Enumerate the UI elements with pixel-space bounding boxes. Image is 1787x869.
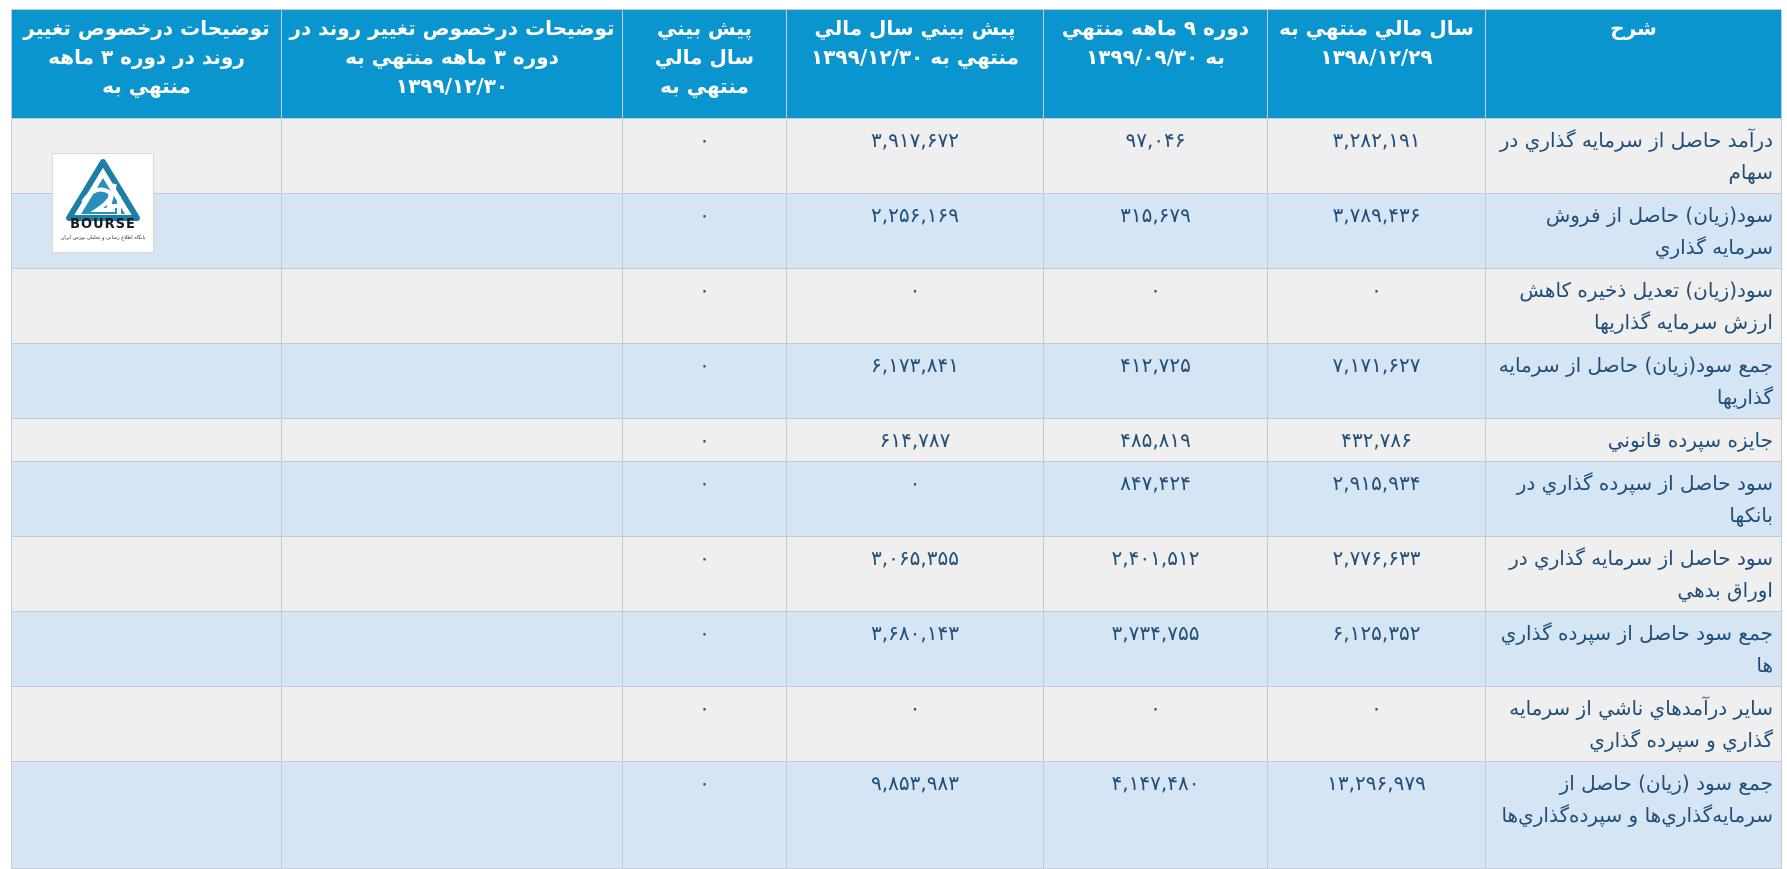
row-description: جمع سود حاصل از سپرده گذاري ها: [1485, 611, 1782, 687]
table-row: درآمد حاصل از سرمايه گذاري در سهام ۳,۲۸۲,…: [11, 118, 1782, 194]
nine-month-value: ۴۱۲,۷۲۵: [1043, 343, 1268, 419]
note-1-cell: [281, 418, 623, 462]
fy1398-value: ۷,۱۷۱,۶۲۷: [1267, 343, 1486, 419]
note-2-cell: [11, 686, 282, 762]
row-description: درآمد حاصل از سرمايه گذاري در سهام: [1485, 118, 1782, 194]
report-table-container: شرح سال مالي منتهي به ۱۳۹۸/۱۲/۲۹ دوره ۹ …: [11, 9, 1782, 869]
header-row: شرح سال مالي منتهي به ۱۳۹۸/۱۲/۲۹ دوره ۹ …: [11, 9, 1782, 119]
nine-month-value: ۲,۴۰۱,۵۱۲: [1043, 536, 1268, 612]
nine-month-value: ۹۷,۰۴۶: [1043, 118, 1268, 194]
forecast-next-value: ۰: [622, 611, 787, 687]
nine-month-value: ۴۸۵,۸۱۹: [1043, 418, 1268, 462]
row-description: سود حاصل از سرمايه گذاري در اوراق بدهي: [1485, 536, 1782, 612]
note-1-cell: [281, 461, 623, 537]
note-1-cell: [281, 343, 623, 419]
column-header-description: شرح: [1485, 9, 1782, 119]
note-1-cell: [281, 761, 623, 869]
column-header-forecast-1399: پيش بيني سال مالي منتهي به ۱۳۹۹/۱۲/۳۰: [786, 9, 1044, 119]
forecast-1399-value: ۹,۸۵۳,۹۸۳: [786, 761, 1044, 869]
forecast-1399-value: ۰: [786, 461, 1044, 537]
table-row: سود حاصل از سپرده گذاري در بانكها ۲,۹۱۵,۹…: [11, 461, 1782, 537]
note-1-cell: [281, 686, 623, 762]
bourse24-logo: BOURSE پایگاه اطلاع رسانی و تحلیلی بورس …: [52, 153, 154, 253]
forecast-1399-value: ۳,۰۶۵,۳۵۵: [786, 536, 1044, 612]
table-row: جمع سود(زيان) حاصل از سرمايه گذاريها ۷,۱۷…: [11, 343, 1782, 419]
note-2-cell: [11, 418, 282, 462]
forecast-next-value: ۰: [622, 418, 787, 462]
note-1-cell: [281, 268, 623, 344]
forecast-1399-value: ۲,۲۵۶,۱۶۹: [786, 193, 1044, 269]
column-header-note-1: توضيحات درخصوص تغيير روند در دوره ۳ ماهه…: [281, 9, 623, 119]
nine-month-value: ۴,۱۴۷,۴۸۰: [1043, 761, 1268, 869]
fy1398-value: ۰: [1267, 268, 1486, 344]
table-row: ساير درآمدهاي ناشي از سرمايه گذاري و سپر…: [11, 686, 1782, 762]
forecast-next-value: ۰: [622, 686, 787, 762]
column-header-note-2: توضيحات درخصوص تغيير روند در دوره ۳ ماهه…: [11, 9, 282, 119]
note-1-cell: [281, 611, 623, 687]
column-header-forecast-next: پيش بيني سال مالي منتهي به: [622, 9, 787, 119]
nine-month-value: ۳,۷۳۴,۷۵۵: [1043, 611, 1268, 687]
forecast-next-value: ۰: [622, 118, 787, 194]
forecast-next-value: ۰: [622, 343, 787, 419]
forecast-1399-value: ۶۱۴,۷۸۷: [786, 418, 1044, 462]
row-description: ساير درآمدهاي ناشي از سرمايه گذاري و سپر…: [1485, 686, 1782, 762]
logo-brand-text: BOURSE: [70, 217, 136, 232]
row-description: جمع سود(زيان) حاصل از سرمايه گذاريها: [1485, 343, 1782, 419]
fy1398-value: ۲,۹۱۵,۹۳۴: [1267, 461, 1486, 537]
row-description: جايزه سپرده قانوني: [1485, 418, 1782, 462]
forecast-1399-value: ۳,۹۱۷,۶۷۲: [786, 118, 1044, 194]
forecast-1399-value: ۰: [786, 686, 1044, 762]
forecast-1399-value: ۳,۶۸۰,۱۴۳: [786, 611, 1044, 687]
bourse24-logo-icon: [66, 159, 140, 221]
forecast-next-value: ۰: [622, 193, 787, 269]
table-body: درآمد حاصل از سرمايه گذاري در سهام ۳,۲۸۲,…: [11, 118, 1782, 869]
row-description: سود(زيان) حاصل از فروش سرمايه گذاري: [1485, 193, 1782, 269]
note-2-cell: [11, 536, 282, 612]
fy1398-value: ۰: [1267, 686, 1486, 762]
table-row: جمع سود حاصل از سپرده گذاري ها ۶,۱۲۵,۳۵۲ ۳…: [11, 611, 1782, 687]
nine-month-value: ۳۱۵,۶۷۹: [1043, 193, 1268, 269]
note-2-cell: [11, 761, 282, 869]
nine-month-value: ۸۴۷,۴۲۴: [1043, 461, 1268, 537]
fy1398-value: ۳,۷۸۹,۴۳۶: [1267, 193, 1486, 269]
investment-income-table: شرح سال مالي منتهي به ۱۳۹۸/۱۲/۲۹ دوره ۹ …: [11, 9, 1782, 869]
forecast-next-value: ۰: [622, 461, 787, 537]
note-2-cell: [11, 461, 282, 537]
row-description: جمع سود (زيان) حاصل از سرمايه‌گذاري‌ها و…: [1485, 761, 1782, 869]
column-header-fy1398: سال مالي منتهي به ۱۳۹۸/۱۲/۲۹: [1267, 9, 1486, 119]
note-2-cell: [11, 343, 282, 419]
table-row: سود(زيان) حاصل از فروش سرمايه گذاري ۳,۷۸۹…: [11, 193, 1782, 269]
table-row: سود حاصل از سرمايه گذاري در اوراق بدهي ۲,…: [11, 536, 1782, 612]
forecast-next-value: ۰: [622, 268, 787, 344]
forecast-1399-value: ۰: [786, 268, 1044, 344]
fy1398-value: ۳,۲۸۲,۱۹۱: [1267, 118, 1486, 194]
table-row: سود(زيان) تعديل ذخيره كاهش ارزش سرمايه گ…: [11, 268, 1782, 344]
forecast-next-value: ۰: [622, 536, 787, 612]
forecast-1399-value: ۶,۱۷۳,۸۴۱: [786, 343, 1044, 419]
fy1398-value: ۱۳,۲۹۶,۹۷۹: [1267, 761, 1486, 869]
fy1398-value: ۶,۱۲۵,۳۵۲: [1267, 611, 1486, 687]
note-1-cell: [281, 118, 623, 194]
note-2-cell: [11, 268, 282, 344]
fy1398-value: ۲,۷۷۶,۶۳۳: [1267, 536, 1486, 612]
fy1398-value: ۴۳۲,۷۸۶: [1267, 418, 1486, 462]
note-1-cell: [281, 536, 623, 612]
column-header-nine-month: دوره ۹ ماهه منتهي به ۱۳۹۹/۰۹/۳۰: [1043, 9, 1268, 119]
row-description: سود(زيان) تعديل ذخيره كاهش ارزش سرمايه گ…: [1485, 268, 1782, 344]
table-row: جمع سود (زيان) حاصل از سرمايه‌گذاري‌ها و…: [11, 761, 1782, 869]
table-row: جايزه سپرده قانوني ۴۳۲,۷۸۶ ۴۸۵,۸۱۹ ۶۱۴,۷۸۷ ۰: [11, 418, 1782, 462]
forecast-next-value: ۰: [622, 761, 787, 869]
note-1-cell: [281, 193, 623, 269]
logo-tagline: پایگاه اطلاع رسانی و تحلیلی بورس ایران: [60, 235, 146, 241]
nine-month-value: ۰: [1043, 686, 1268, 762]
row-description: سود حاصل از سپرده گذاري در بانكها: [1485, 461, 1782, 537]
nine-month-value: ۰: [1043, 268, 1268, 344]
note-2-cell: [11, 611, 282, 687]
